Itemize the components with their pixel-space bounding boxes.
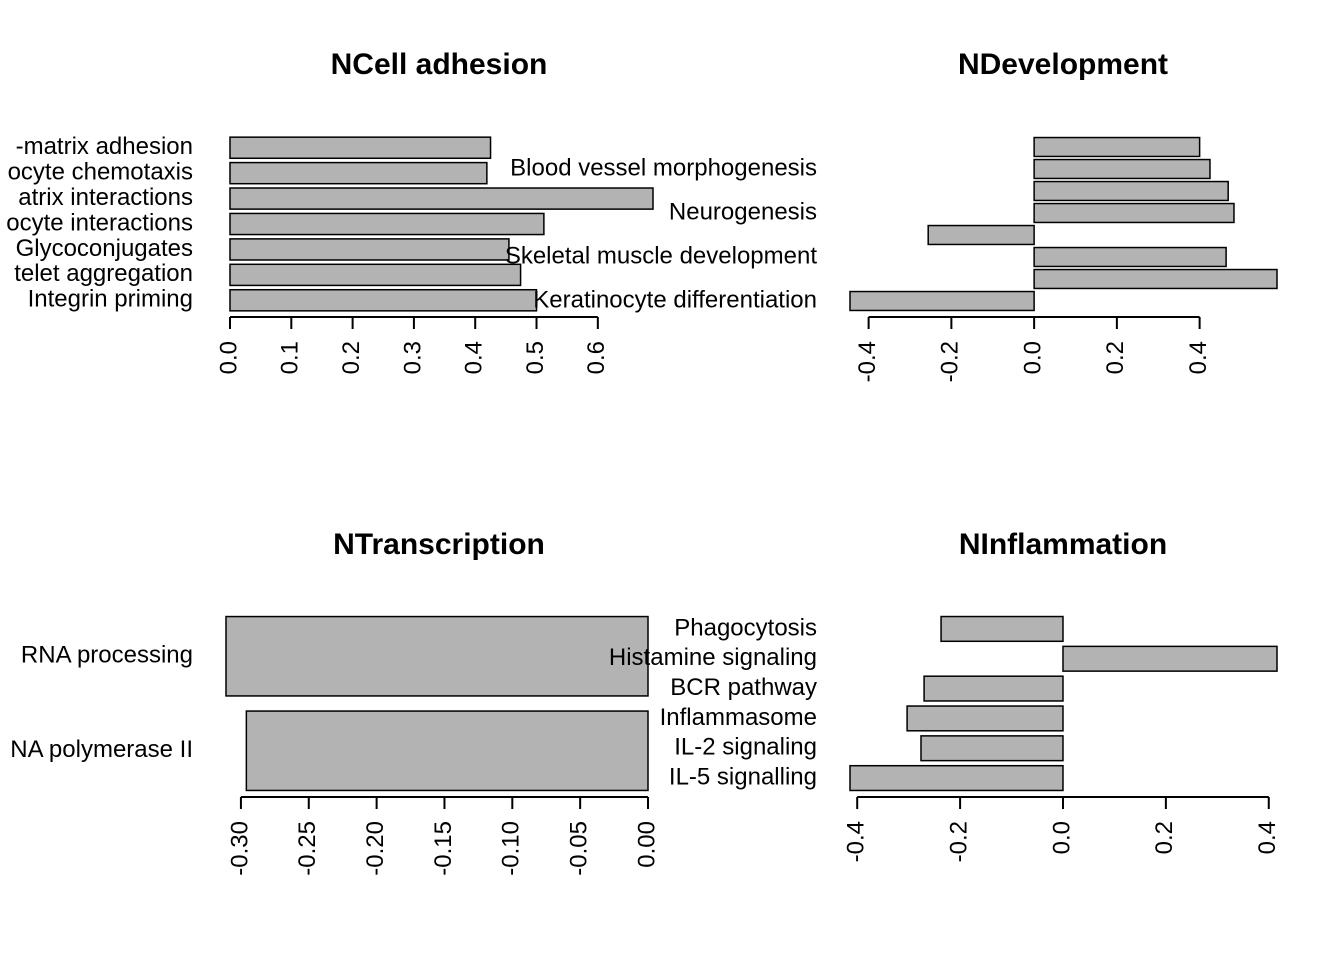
panel-title: NCell adhesion: [331, 48, 548, 81]
x-tick-label: 0.4: [461, 341, 488, 374]
category-label: IL-5 signalling: [669, 763, 817, 790]
category-label: Glycoconjugates: [16, 235, 193, 262]
category-label: NA polymerase II: [10, 736, 193, 763]
bar: [229, 187, 654, 210]
category-label: RNA processing: [21, 642, 193, 669]
x-tick-label: 0.2: [338, 341, 365, 374]
category-label: ocyte interactions: [6, 209, 193, 236]
category-label: Neurogenesis: [669, 198, 817, 225]
bar: [1033, 268, 1278, 290]
bar: [229, 288, 538, 312]
bar: [1033, 158, 1211, 180]
x-tick-label: -0.30: [226, 821, 253, 876]
panel-title: NInflammation: [959, 528, 1167, 561]
category-label: Skeletal muscle development: [505, 242, 817, 269]
bar: [229, 136, 492, 160]
x-tick-label: -0.4: [843, 821, 870, 862]
bar: [923, 675, 1064, 702]
bar: [229, 263, 522, 287]
bar: [927, 224, 1035, 246]
category-label: Keratinocyte differentiation: [533, 286, 817, 313]
category-label: ocyte chemotaxis: [8, 158, 193, 185]
category-label: telet aggregation: [14, 260, 193, 287]
x-tick-label: -0.05: [565, 821, 592, 876]
bar: [1033, 246, 1227, 268]
category-label: Phagocytosis: [674, 614, 817, 641]
x-tick-label: 0.2: [1102, 341, 1129, 374]
bar: [225, 615, 649, 697]
x-tick-label: 0.6: [583, 341, 610, 374]
x-tick-label: -0.25: [294, 821, 321, 876]
x-tick-label: 0.5: [522, 341, 549, 374]
bar: [849, 290, 1035, 312]
bar: [906, 705, 1064, 732]
bar: [245, 710, 649, 792]
bar: [1033, 202, 1235, 224]
category-label: Blood vessel morphogenesis: [510, 154, 817, 181]
bar: [229, 212, 545, 236]
x-tick-label: -0.2: [937, 341, 964, 382]
x-tick-label: 0.1: [277, 341, 304, 374]
x-tick-label: 0.2: [1151, 821, 1178, 854]
bar: [920, 735, 1064, 762]
bar: [1062, 645, 1278, 672]
panel-title: NDevelopment: [958, 48, 1168, 81]
category-label: -matrix adhesion: [16, 133, 193, 160]
x-tick-label: -0.2: [945, 821, 972, 862]
category-label: Histamine signaling: [609, 644, 817, 671]
category-label: Inflammasome: [660, 704, 817, 731]
x-tick-label: 0.3: [399, 341, 426, 374]
x-tick-label: -0.15: [430, 821, 457, 876]
category-label: BCR pathway: [670, 674, 817, 701]
bar: [940, 615, 1064, 643]
x-tick-label: 0.4: [1185, 341, 1212, 374]
x-tick-label: 0.0: [1019, 341, 1046, 374]
bar: [1033, 136, 1201, 158]
x-tick-label: 0.4: [1254, 821, 1281, 854]
x-tick-label: -0.4: [854, 341, 881, 382]
x-tick-label: 0.00: [633, 821, 660, 868]
bar: [1033, 180, 1229, 202]
x-tick-label: -0.10: [498, 821, 525, 876]
bar: [229, 161, 488, 185]
bar: [229, 238, 510, 261]
panel-title: NTranscription: [333, 528, 545, 561]
x-tick-label: 0.0: [215, 341, 242, 374]
x-tick-label: 0.0: [1048, 821, 1075, 854]
bar: [849, 764, 1064, 792]
x-tick-label: -0.20: [362, 821, 389, 876]
category-label: atrix interactions: [18, 184, 193, 211]
category-label: Integrin priming: [28, 286, 193, 313]
category-label: IL-2 signaling: [674, 734, 817, 761]
